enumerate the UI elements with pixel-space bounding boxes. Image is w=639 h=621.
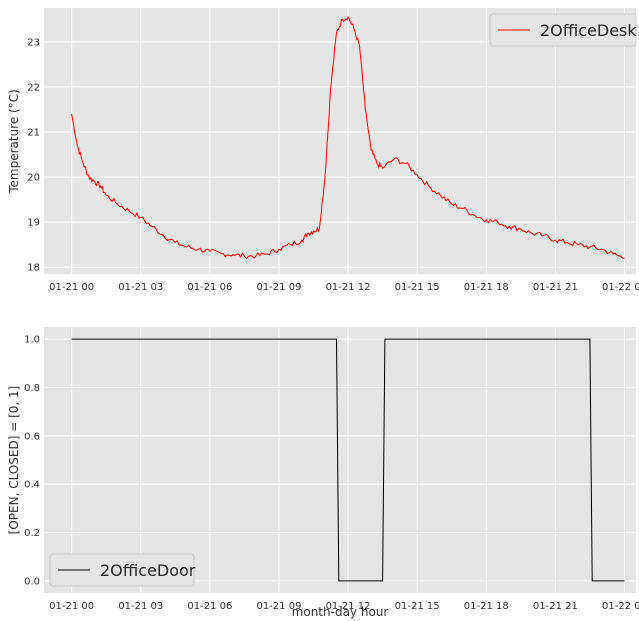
temperature-y-axis-label: Temperature (°C) [7,89,21,194]
x-tick-label: 01-21 06 [187,282,232,293]
y-tick-label: 20 [27,173,40,184]
legend-label-2OfficeDoor: 2OfficeDoor [100,561,196,580]
legend-label-2OfficeDesk: 2OfficeDesk [540,21,637,40]
door-state-chart: 01-21 00 01-21 03 01-21 06 01-21 09 01-21 12… [7,327,639,619]
x-tick-label: 01-21 21 [533,282,578,293]
temperature-plot-area [44,8,636,274]
x-tick-label: 01-21 09 [256,282,301,293]
y-tick-label: 0.0 [24,576,40,587]
temperature-chart: 01-21 00 01-21 03 01-21 06 01-21 09 01-21 12… [7,8,639,293]
x-tick-label: 01-21 21 [533,601,578,612]
y-tick-label: 0.6 [24,431,40,442]
x-tick-label: 01-21 12 [326,282,371,293]
door-plot-area [44,327,636,593]
x-tick-label: 01-21 06 [187,601,232,612]
y-tick-label: 1.0 [24,335,40,346]
temperature-x-ticks: 01-21 00 01-21 03 01-21 06 01-21 09 01-21 12… [49,282,639,293]
y-tick-label: 0.8 [24,383,40,394]
temperature-y-ticks: 18 19 20 21 22 23 [27,37,40,273]
x-tick-label: 01-21 12 [326,601,371,612]
y-tick-label: 18 [27,263,40,274]
x-tick-label: 01-21 03 [118,601,163,612]
y-tick-label: 21 [27,127,40,138]
x-tick-label: 01-21 18 [464,601,509,612]
temperature-gridlines [44,8,636,274]
y-tick-label: 22 [27,82,40,93]
door-legend-box [49,553,195,587]
door-y-ticks: 0.0 0.2 0.4 0.6 0.8 1.0 [24,335,40,588]
x-tick-label: 01-21 09 [256,601,301,612]
x-tick-label: 01-21 15 [395,282,440,293]
door-y-axis-label: [OPEN, CLOSED] = [0, 1] [7,386,21,535]
x-tick-label: 01-21 18 [464,282,509,293]
series-line-2OfficeDesk [71,15,625,260]
y-tick-label: 0.2 [24,528,40,539]
door-legend: 2OfficeDoor [49,553,196,587]
x-tick-label: 01-21 03 [118,282,163,293]
x-tick-label: 01-21 00 [49,601,94,612]
y-tick-label: 19 [27,218,40,229]
series-line-2OfficeDoor [71,338,625,582]
door-x-ticks: 01-21 00 01-21 03 01-21 06 01-21 09 01-21 12… [49,601,639,612]
temperature-legend: 2OfficeDesk [489,13,637,47]
y-tick-label: 23 [27,37,40,48]
x-tick-label: 01-21 15 [395,601,440,612]
x-tick-label: 01-21 00 [49,282,94,293]
temperature-legend-box [489,13,637,47]
x-tick-label: 01-22 00 [602,601,639,612]
door-x-axis-label: month-day hour [292,605,389,619]
y-tick-label: 0.4 [24,480,40,491]
x-tick-label: 01-22 00 [602,282,639,293]
